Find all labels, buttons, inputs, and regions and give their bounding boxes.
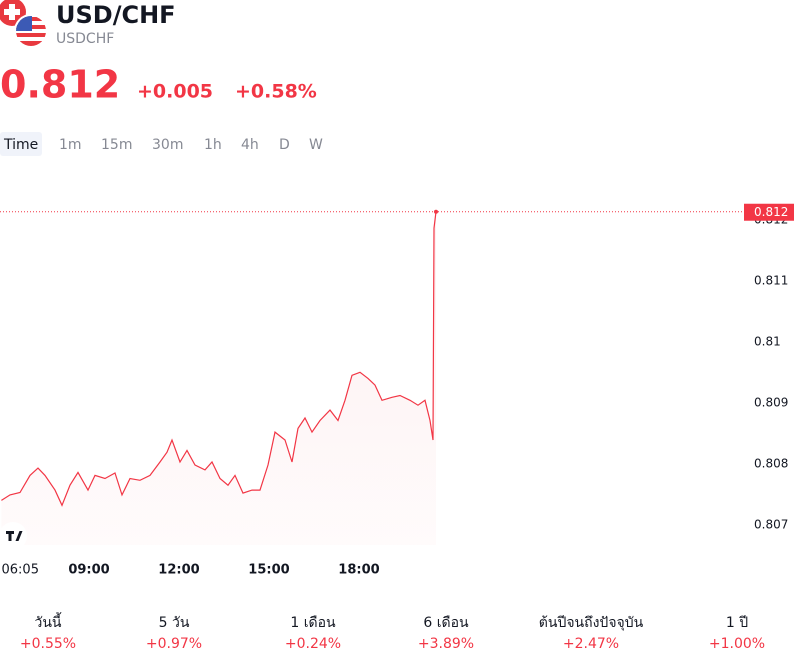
title: USD/CHF bbox=[56, 1, 176, 29]
tab[interactable]: 30m bbox=[152, 137, 183, 153]
last-price-label: 0.812 bbox=[754, 205, 788, 219]
y-tick-label: 0.809 bbox=[754, 396, 788, 410]
flag-usd bbox=[14, 14, 48, 48]
period-label: 6 เดือน bbox=[423, 615, 469, 631]
x-tick-label: 06:05 bbox=[2, 563, 39, 578]
price-line bbox=[1, 211, 437, 507]
period-change: +3.89% bbox=[418, 636, 474, 652]
tab[interactable]: D bbox=[279, 137, 290, 153]
symbol: USDCHF bbox=[56, 31, 114, 47]
change-percent: +0.58% bbox=[235, 81, 317, 103]
period-change: +0.24% bbox=[285, 636, 341, 652]
tab-selected-bg bbox=[0, 132, 42, 156]
tab[interactable]: 1m bbox=[59, 137, 82, 153]
period-change: +0.97% bbox=[146, 636, 202, 652]
tv-logo bbox=[0, 522, 27, 550]
tab[interactable]: 4h bbox=[241, 137, 259, 153]
period-change: +1.00% bbox=[709, 636, 765, 652]
y-tick-label: 0.811 bbox=[754, 274, 788, 288]
area bbox=[1, 211, 437, 545]
tab[interactable]: W bbox=[309, 137, 323, 153]
period-change: +2.47% bbox=[563, 636, 619, 652]
period-label: 1 เดือน bbox=[290, 615, 336, 631]
y-tick-label: 0.81 bbox=[754, 335, 781, 349]
x-tick-label: 12:00 bbox=[158, 563, 199, 578]
tab[interactable]: 15m bbox=[101, 137, 132, 153]
tab[interactable]: Time bbox=[3, 137, 38, 153]
tab[interactable]: 1h bbox=[204, 137, 222, 153]
y-tick-label: 0.807 bbox=[754, 518, 788, 532]
x-tick-label: 15:00 bbox=[248, 563, 289, 578]
period-label: 5 วัน bbox=[159, 615, 190, 631]
price: 0.812 bbox=[0, 63, 120, 107]
last-price-tag bbox=[744, 203, 794, 221]
y-tick-label: 0.808 bbox=[754, 457, 788, 471]
period-label: วันนี้ bbox=[34, 612, 62, 631]
last-point bbox=[434, 209, 439, 214]
x-tick-label: 18:00 bbox=[338, 563, 379, 578]
period-label: 1 ปี bbox=[726, 615, 748, 631]
period-label: ต้นปีจนถึงปัจจุบัน bbox=[539, 615, 644, 631]
period-change: +0.55% bbox=[20, 636, 76, 652]
x-tick-label: 09:00 bbox=[68, 563, 109, 578]
change: +0.005 bbox=[137, 81, 213, 103]
